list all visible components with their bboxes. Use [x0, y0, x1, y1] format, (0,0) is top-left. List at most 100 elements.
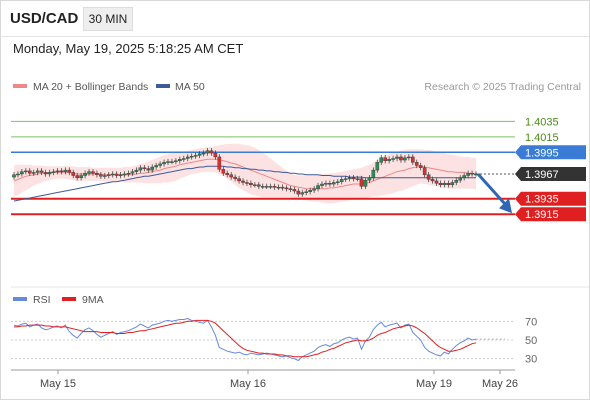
candle [434, 178, 439, 186]
candle-body [39, 170, 44, 173]
level-label: 1.3935 [525, 194, 559, 206]
candle [268, 183, 273, 190]
candle-body [363, 179, 368, 187]
candle-body [20, 171, 24, 175]
x-axis-label: May 19 [416, 378, 452, 390]
candle-body [87, 171, 91, 174]
candle-body [241, 180, 245, 183]
candle [174, 158, 178, 165]
candle [430, 176, 435, 184]
candle [83, 170, 87, 179]
candle-body [178, 159, 182, 162]
candle-body [99, 174, 103, 177]
candle [245, 179, 249, 186]
candle [114, 171, 119, 179]
candle [189, 153, 194, 160]
candle-body [185, 156, 190, 159]
candle [181, 155, 186, 162]
candle [213, 150, 218, 160]
candle [178, 156, 182, 164]
candle [110, 171, 115, 178]
candle [335, 179, 340, 186]
candle-body [300, 192, 305, 195]
candle [332, 179, 336, 187]
current-price-label-box [515, 166, 586, 181]
candle-body [426, 174, 431, 180]
candle [162, 159, 166, 167]
candle [260, 183, 265, 190]
candle-body [458, 177, 463, 181]
candle-body [103, 175, 107, 177]
candle-body [146, 168, 151, 171]
candle-body [391, 158, 395, 160]
candle-body [110, 173, 115, 176]
ma50-legend-swatch [156, 84, 170, 88]
candle [375, 159, 380, 173]
candle-body [43, 172, 48, 175]
rsi-legend-swatch [13, 297, 27, 301]
candle-body [276, 186, 281, 189]
bollinger-bands [14, 143, 476, 204]
chart-header: USD/CAD 30 MIN [0, 0, 589, 37]
chart-legend: MA 20 + Bollinger Bands MA 50 Research © 2… [13, 81, 581, 93]
x-axis-label: May 15 [40, 378, 76, 390]
ma20-legend-swatch [13, 84, 27, 88]
candle-body [237, 178, 241, 182]
candle [276, 184, 281, 190]
candle [118, 172, 123, 179]
candle-body [229, 174, 233, 178]
rsi-ma-legend-swatch [62, 297, 76, 301]
candle [462, 172, 466, 181]
candle-body [75, 175, 79, 179]
ma20-line [13, 158, 477, 190]
candle-body [142, 167, 147, 169]
candle-body [367, 177, 372, 181]
candle-body [63, 169, 68, 172]
candle [63, 167, 68, 175]
candle [284, 185, 289, 192]
candle-body [170, 161, 174, 163]
moving-averages [13, 158, 477, 202]
candle-body [411, 156, 415, 163]
rsi-panel: RSI 9MA 70 50 30 [11, 286, 589, 366]
level-label-box [515, 207, 586, 222]
candle [99, 172, 103, 180]
candle [221, 166, 226, 176]
level-label: 1.4015 [525, 132, 559, 144]
candle [470, 170, 474, 177]
candle [379, 155, 384, 166]
candle [146, 165, 151, 173]
candle [229, 172, 233, 180]
candle-body [130, 171, 135, 174]
candle-body [355, 178, 360, 180]
rsi-legend-label: RSI [33, 294, 51, 306]
level-label: 1.4035 [525, 116, 559, 128]
candle-body [296, 190, 301, 195]
candle-body [217, 156, 222, 170]
interval-badge[interactable]: 30 MIN [83, 7, 133, 31]
candle-body [233, 176, 237, 179]
candle-body [193, 155, 198, 157]
candle [312, 185, 316, 193]
candle [126, 170, 131, 177]
candle [328, 180, 332, 187]
rsi-ma-line [14, 319, 477, 358]
candle-body [328, 183, 332, 185]
candle [399, 154, 403, 163]
candle-body [59, 170, 64, 173]
candle-body [249, 183, 253, 186]
candle-body [438, 183, 443, 186]
candle [347, 175, 352, 182]
candle-body [414, 162, 419, 166]
candle [31, 169, 36, 176]
candle-body [316, 185, 320, 189]
candle-body [245, 182, 249, 184]
candle [233, 174, 237, 182]
candle-body [174, 160, 178, 163]
candle [134, 167, 139, 175]
candle [35, 168, 40, 176]
candle [367, 175, 372, 183]
x-axis-label: May 16 [230, 378, 266, 390]
arrow-head-icon [499, 198, 512, 214]
